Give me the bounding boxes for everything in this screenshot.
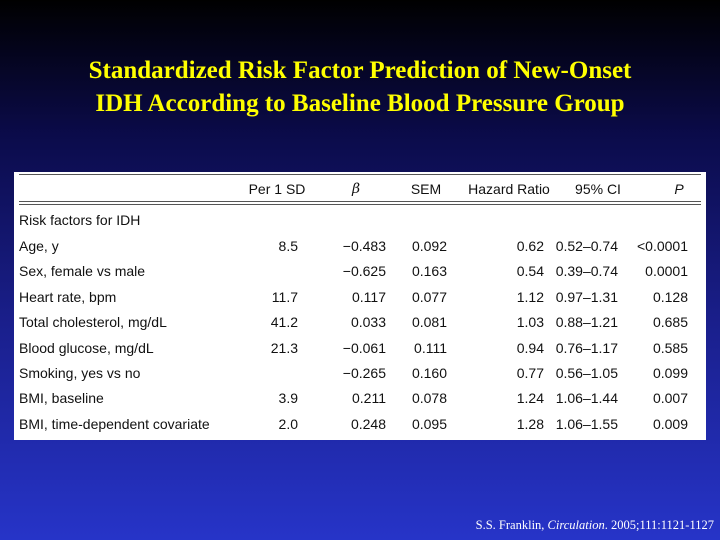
row-ci: 0.39–0.74: [555, 263, 618, 280]
row-p: 0.007: [652, 390, 688, 407]
header-ci: 95% CI: [575, 181, 621, 197]
row-ci: 0.52–0.74: [555, 238, 618, 254]
row-per-sd: 8.5: [278, 238, 298, 254]
row-beta: −0.625: [342, 263, 386, 280]
header-sem: SEM: [410, 181, 442, 197]
row-ci: 0.97–1.31: [555, 288, 618, 305]
row-hazard-ratio: 0.62: [516, 238, 544, 254]
row-sem: 0.163: [411, 263, 447, 280]
section-label: Risk factors for IDH: [19, 212, 141, 228]
row-p: 0.685: [652, 314, 688, 331]
row-sem: 0.081: [411, 314, 447, 331]
row-ci: 1.06–1.55: [555, 415, 618, 432]
row-factor: Smoking, yes vs no: [19, 365, 141, 381]
row-ci: 0.56–1.05: [555, 365, 618, 381]
row-p: 0.009: [652, 415, 688, 432]
row-hazard-ratio: 0.77: [516, 365, 544, 381]
row-p: 0.585: [652, 339, 688, 356]
row-sem: 0.111: [414, 339, 447, 356]
row-factor: Total cholesterol, mg/dL: [19, 314, 167, 331]
row-factor: BMI, baseline: [19, 390, 104, 407]
row-sem: 0.078: [411, 390, 447, 407]
row-per-sd: 11.7: [271, 288, 298, 305]
row-beta: 0.117: [352, 288, 386, 305]
row-hazard-ratio: 1.12: [516, 288, 544, 305]
row-factor: Heart rate, bpm: [19, 288, 117, 305]
citation: S.S. Franklin, Circulation. 2005;111:112…: [476, 518, 714, 533]
risk-factor-table: Per 1 SD β SEM Hazard Ratio 95% CI P Ris…: [14, 172, 706, 440]
row-p: <0.0001: [637, 238, 688, 254]
row-ci: 1.06–1.44: [555, 390, 618, 407]
header-hazard-ratio: Hazard Ratio: [468, 181, 550, 197]
row-per-sd: 41.2: [270, 314, 298, 331]
header-divider: [19, 204, 701, 205]
row-hazard-ratio: 1.28: [516, 415, 544, 432]
row-ci: 0.88–1.21: [555, 314, 618, 331]
header-p: P: [674, 181, 684, 197]
row-per-sd: 2.0: [278, 415, 298, 432]
row-beta: −0.061: [342, 339, 386, 356]
row-sem: 0.092: [411, 238, 447, 254]
citation-ref: . 2005;111:1121-1127: [604, 518, 714, 532]
row-p: 0.099: [652, 365, 688, 381]
row-factor: Sex, female vs male: [19, 263, 146, 280]
row-sem: 0.095: [411, 415, 447, 432]
slide-title: Standardized Risk Factor Prediction of N…: [0, 54, 720, 120]
row-p: 0.0001: [645, 263, 688, 280]
row-factor: Blood glucose, mg/dL: [19, 339, 154, 356]
row-ci: 0.76–1.17: [555, 339, 618, 356]
row-sem: 0.160: [411, 365, 447, 381]
header-beta: β: [351, 181, 361, 197]
row-beta: 0.211: [352, 390, 386, 407]
row-hazard-ratio: 0.54: [516, 263, 544, 280]
citation-author: S.S. Franklin,: [475, 518, 548, 532]
row-factor: BMI, time-dependent covariate: [19, 415, 210, 432]
row-beta: −0.483: [342, 238, 386, 254]
citation-journal: Circulation: [547, 518, 605, 532]
row-beta: −0.265: [342, 365, 386, 381]
row-beta: 0.033: [350, 314, 386, 331]
header-per-sd: Per 1 SD: [248, 181, 306, 197]
row-sem: 0.077: [411, 288, 447, 305]
row-p: 0.128: [652, 288, 688, 305]
row-hazard-ratio: 1.24: [516, 390, 544, 407]
title-line-1: Standardized Risk Factor Prediction of N…: [88, 57, 632, 84]
title-line-2: IDH According to Baseline Blood Pressure…: [95, 90, 625, 117]
row-per-sd: 3.9: [278, 390, 298, 407]
row-beta: 0.248: [350, 415, 386, 432]
row-factor: Age, y: [19, 238, 59, 254]
table-header: Per 1 SD β SEM Hazard Ratio 95% CI P: [19, 174, 701, 202]
row-per-sd: 21.3: [270, 339, 298, 356]
row-hazard-ratio: 0.94: [516, 339, 544, 356]
row-hazard-ratio: 1.03: [516, 314, 544, 331]
